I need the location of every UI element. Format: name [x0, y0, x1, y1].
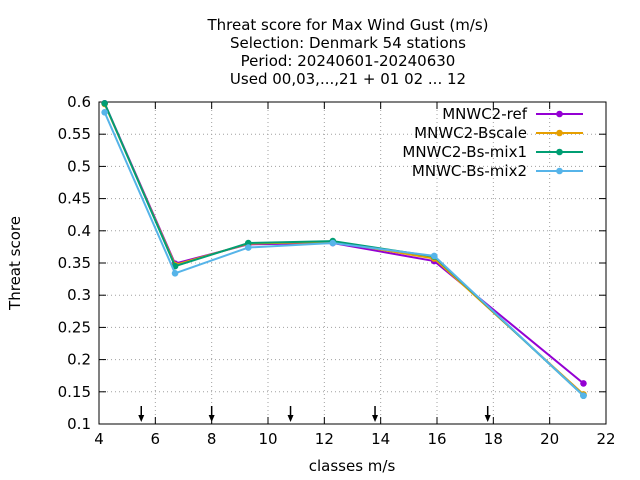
legend-swatch-marker	[556, 110, 563, 118]
threshold-arrow-head	[484, 415, 491, 422]
threshold-arrow-head	[372, 415, 379, 422]
data-point	[171, 270, 179, 277]
y-tick-label: 0.55	[58, 125, 91, 143]
y-tick-label: 0.3	[67, 286, 91, 304]
data-point	[101, 109, 108, 116]
y-tick-label: 0.5	[67, 157, 91, 175]
x-axis: 4 6 8 10 12 14 16 18 20 22	[94, 102, 616, 448]
chart-title-line: Period: 20240601-20240630	[241, 52, 456, 70]
threshold-arrow-head	[208, 415, 215, 422]
data-point	[430, 252, 438, 260]
data-point	[244, 244, 252, 251]
legend-swatch-marker	[556, 129, 563, 137]
chart-title: Threat score for Max Wind Gust (m/s)Sele…	[206, 16, 488, 88]
legend-label: MNWC2-Bs-mix1	[402, 143, 527, 161]
x-tick-label: 16	[427, 430, 446, 448]
grid	[99, 102, 606, 424]
y-tick-label: 0.25	[58, 318, 91, 336]
x-tick-label: 20	[540, 430, 559, 448]
legend-label: MNWC2-ref	[442, 105, 527, 123]
y-tick-label: 0.4	[67, 222, 91, 240]
y-tick-label: 0.2	[67, 351, 91, 369]
threshold-arrow-head	[287, 415, 294, 422]
chart-title-line: Selection: Denmark 54 stations	[230, 34, 466, 52]
legend-label: MNWC2-Bscale	[414, 124, 527, 142]
data-point	[580, 392, 587, 399]
x-tick-label: 4	[94, 430, 104, 448]
x-tick-label: 22	[596, 430, 615, 448]
x-tick-label: 18	[484, 430, 503, 448]
y-tick-label: 0.35	[58, 254, 91, 272]
x-tick-label: 10	[258, 430, 277, 448]
y-tick-label: 0.1	[67, 415, 91, 433]
data-point	[101, 99, 108, 107]
legend-swatch-marker	[556, 148, 563, 156]
threshold-arrows	[138, 406, 491, 422]
x-axis-label: classes m/s	[309, 457, 396, 475]
x-tick-label: 6	[151, 430, 161, 448]
legend-label: MNWC-Bs-mix2	[412, 162, 527, 180]
legend-swatch-marker	[556, 167, 563, 175]
x-tick-label: 12	[315, 430, 334, 448]
series-lines	[101, 99, 587, 399]
threshold-arrow-icon	[484, 406, 491, 422]
y-tick-label: 0.6	[67, 93, 91, 111]
threshold-arrow-head	[138, 415, 145, 422]
data-point	[244, 239, 252, 247]
threshold-arrow-icon	[287, 406, 294, 422]
x-tick-label: 14	[371, 430, 390, 448]
x-tick-label: 8	[207, 430, 217, 448]
threshold-arrow-icon	[372, 406, 379, 422]
threshold-arrow-icon	[208, 406, 215, 422]
chart-title-line: Used 00,03,...,21 + 01 02 ... 12	[230, 70, 466, 88]
series-line	[103, 111, 585, 397]
chart-title-line: Threat score for Max Wind Gust (m/s)	[206, 16, 488, 34]
legend: MNWC2-refMNWC2-BscaleMNWC2-Bs-mix1MNWC-B…	[402, 105, 583, 180]
y-axis-label: Threat score	[6, 216, 24, 311]
threshold-arrow-icon	[138, 406, 145, 422]
y-axis: 0.1 0.15 0.2 0.25 0.3 0.35 0.4 0.45 0.5 0.55 0.6	[58, 93, 606, 433]
data-point	[580, 380, 587, 387]
data-point	[329, 239, 337, 247]
series-mnwc-bs-mix2	[101, 109, 587, 399]
y-tick-label: 0.45	[58, 190, 91, 208]
y-tick-label: 0.15	[58, 383, 91, 401]
